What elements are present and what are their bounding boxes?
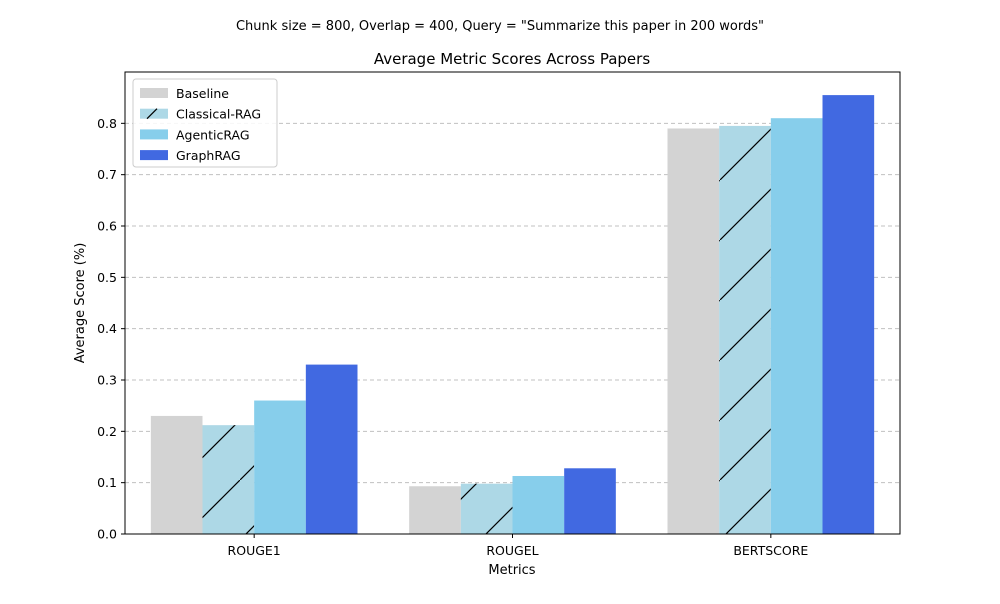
legend-swatch bbox=[140, 88, 168, 98]
legend: Baseline Classical-RAG AgenticRAG GraphRAG bbox=[132, 78, 278, 168]
legend-label: Baseline bbox=[176, 86, 229, 101]
legend-box bbox=[132, 78, 278, 168]
x-tick-label: ROUGEL bbox=[486, 543, 538, 558]
y-tick-label: 0.5 bbox=[97, 270, 117, 285]
y-tick-label: 0.6 bbox=[97, 219, 117, 234]
y-tick-label: 0.1 bbox=[97, 475, 117, 490]
bars-group bbox=[150, 95, 875, 535]
bar-agenticrag-rouge1 bbox=[254, 400, 306, 534]
y-tick-label: 0.8 bbox=[97, 116, 117, 131]
bar-baseline-bertscore bbox=[667, 128, 720, 534]
bar-baseline-rougel bbox=[409, 486, 461, 534]
x-tick-label: ROUGE1 bbox=[228, 543, 281, 558]
y-tick-label: 0.2 bbox=[97, 424, 117, 439]
y-tick-label: 0.0 bbox=[97, 527, 117, 542]
y-tick-label: 0.4 bbox=[97, 321, 117, 336]
legend-swatch bbox=[140, 129, 168, 140]
y-tick-label: 0.7 bbox=[97, 167, 117, 182]
x-axis-label: Metrics bbox=[488, 563, 535, 578]
bar-graphrag-bertscore bbox=[822, 95, 875, 534]
chart-suptitle: Chunk size = 800, Overlap = 400, Query =… bbox=[236, 19, 764, 34]
legend-label: GraphRAG bbox=[176, 148, 241, 163]
bar-hatch-overlay bbox=[719, 125, 771, 535]
bar-agenticrag-rougel bbox=[512, 475, 565, 534]
bar-hatch-overlay bbox=[460, 483, 513, 534]
y-tick-label: 0.3 bbox=[97, 373, 117, 388]
legend-hatch-mark bbox=[146, 108, 158, 120]
legend-swatch bbox=[140, 108, 168, 119]
bar-baseline-rouge1 bbox=[150, 415, 203, 534]
y-axis-label: Average Score (%) bbox=[73, 243, 88, 364]
legend-label: Classical-RAG bbox=[176, 107, 261, 122]
y-axis-ticks: 0.0 0.1 0.2 0.3 0.4 0.5 0.6 0.7 0.8 bbox=[97, 116, 125, 542]
legend-swatch bbox=[140, 150, 168, 161]
x-axis-ticks: ROUGE1 ROUGEL BERTSCORE bbox=[228, 534, 808, 558]
bar-hatch-overlay bbox=[202, 425, 255, 534]
bar-graphrag-rouge1 bbox=[305, 364, 358, 534]
legend-label: AgenticRAG bbox=[176, 127, 250, 142]
x-tick-label: BERTSCORE bbox=[733, 543, 808, 558]
bar-agenticrag-bertscore bbox=[770, 118, 823, 534]
chart-title: Average Metric Scores Across Papers bbox=[374, 50, 650, 68]
bar-graphrag-rougel bbox=[564, 468, 616, 534]
